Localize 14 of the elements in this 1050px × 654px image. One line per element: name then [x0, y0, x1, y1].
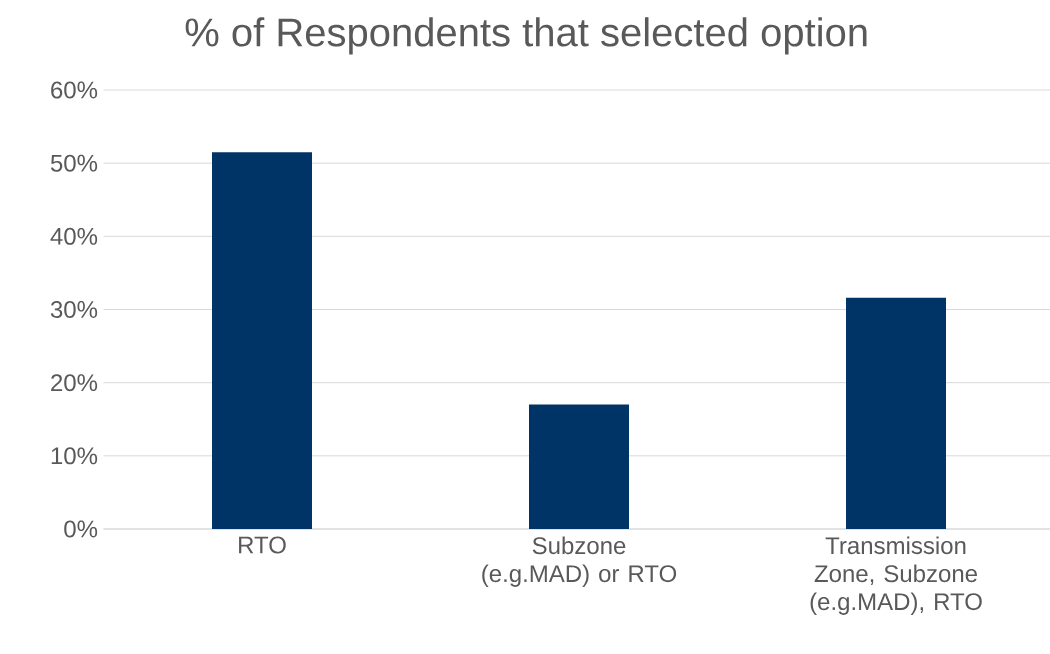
bar [212, 152, 312, 529]
bar [529, 404, 629, 529]
y-tick-label: 40% [50, 227, 98, 245]
y-tick-label: 10% [51, 447, 98, 465]
y-tick-label: 50% [50, 154, 98, 172]
bar [846, 297, 947, 529]
y-tick-label: 60% [51, 81, 98, 99]
x-tick-label: RTO [239, 536, 286, 554]
y-tick-label: 20% [51, 374, 98, 392]
y-tick-label: 0% [64, 520, 98, 538]
chart-title: % of Respondents that selected option [185, 17, 867, 55]
x-tick-label: Transmission Zone, Subzone (e.g.MAD), RTO [810, 536, 982, 615]
x-tick-label: Subzone (e.g.MAD) or RTO [482, 536, 677, 587]
y-tick-label: 30% [50, 301, 98, 318]
